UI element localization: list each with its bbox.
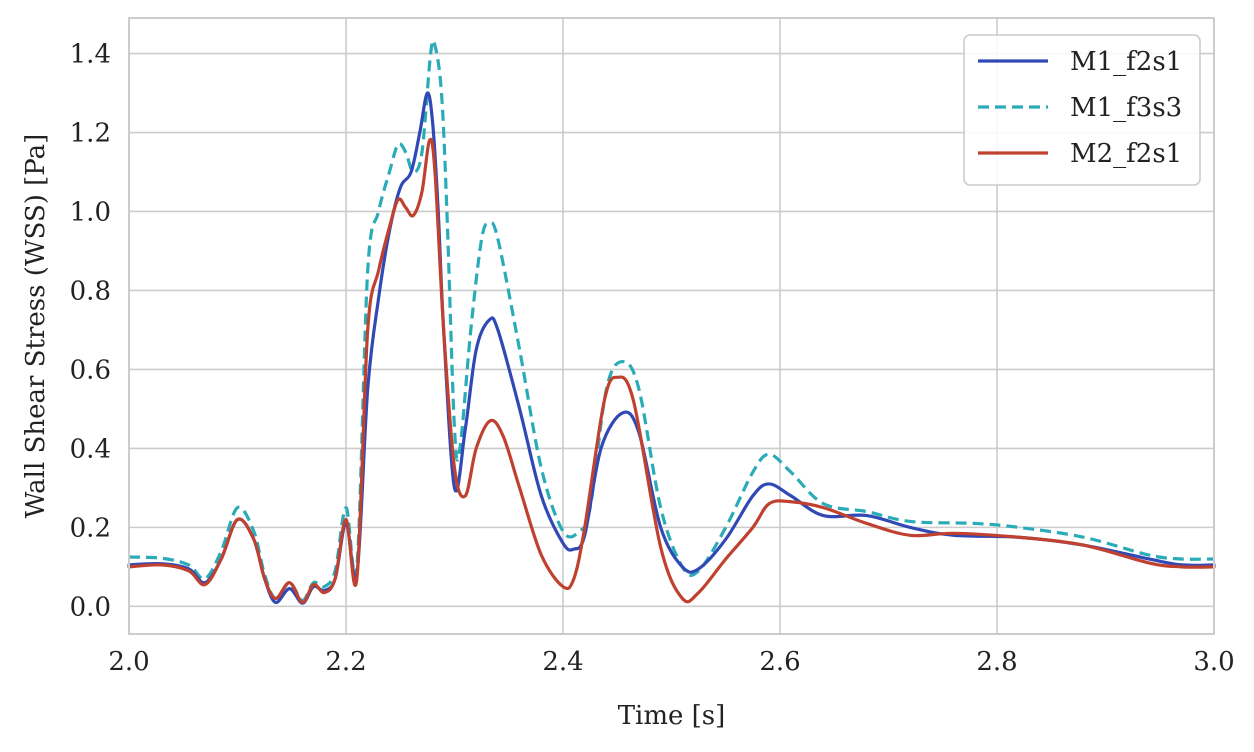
y-tick-label: 1.0: [70, 197, 111, 227]
x-tick-label: 2.0: [108, 647, 149, 677]
y-tick-label: 0.2: [70, 513, 111, 543]
legend: M1_f2s1 M1_f3s3 M2_f2s1: [963, 34, 1201, 186]
legend-box: [963, 34, 1201, 186]
grid: [128, 18, 1215, 634]
y-tick-label: 0.8: [70, 276, 111, 306]
series-line-m2-f2s1: [127, 137, 1216, 605]
y-axis-ticks: 0.0 0.2 0.4 0.6 0.8 1.0 1.2 1.4: [70, 40, 111, 623]
x-axis-label: Time [s]: [618, 701, 726, 731]
series-layer: [127, 38, 1216, 605]
x-tick-label: 3.0: [1193, 647, 1234, 677]
x-tick-label: 2.6: [759, 647, 800, 677]
series-line-m1-f3s3: [128, 38, 1215, 603]
x-tick-label: 2.2: [325, 647, 366, 677]
y-tick-label: 1.2: [70, 119, 111, 149]
legend-label: M1_f3s3: [1070, 93, 1182, 123]
y-tick-label: 0.0: [70, 592, 111, 622]
y-tick-label: 1.4: [70, 40, 111, 70]
y-tick-label: 0.6: [70, 355, 111, 385]
x-tick-label: 2.8: [976, 647, 1017, 677]
x-tick-label: 2.4: [542, 647, 583, 677]
y-tick-label: 0.4: [70, 434, 111, 464]
plot-frame: [128, 17, 1215, 635]
y-axis-label: Wall Shear Stress (WSS) [Pa]: [21, 134, 51, 519]
legend-label: M2_f2s1: [1070, 139, 1182, 169]
legend-label: M1_f2s1: [1070, 47, 1182, 77]
x-axis-ticks: 2.0 2.2 2.4 2.6 2.8 3.0: [108, 647, 1234, 677]
